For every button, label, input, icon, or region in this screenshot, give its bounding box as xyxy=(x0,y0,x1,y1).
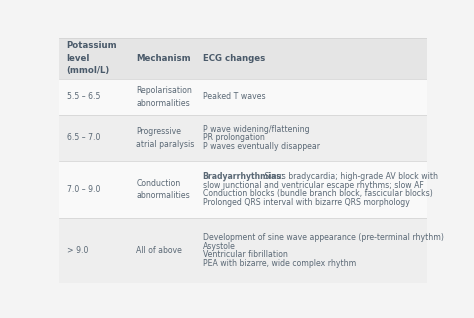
Text: Mechanism: Mechanism xyxy=(137,54,191,63)
Text: PEA with bizarre, wide complex rhythm: PEA with bizarre, wide complex rhythm xyxy=(202,259,356,268)
Text: Sinus bradycardia; high-grade AV block with: Sinus bradycardia; high-grade AV block w… xyxy=(262,172,438,181)
Text: slow junctional and ventricular escape rhythms; slow AF: slow junctional and ventricular escape r… xyxy=(202,181,423,190)
Text: Potassium
level
(mmol/L): Potassium level (mmol/L) xyxy=(66,41,117,75)
Text: All of above: All of above xyxy=(137,246,182,255)
Text: P waves eventually disappear: P waves eventually disappear xyxy=(202,142,319,151)
Bar xyxy=(59,115,427,161)
Text: Ventricular fibrillation: Ventricular fibrillation xyxy=(202,250,287,259)
Text: Prolonged QRS interval with bizarre QRS morphology: Prolonged QRS interval with bizarre QRS … xyxy=(202,198,410,207)
Bar xyxy=(59,79,427,115)
Text: Bradyarrhythmias:: Bradyarrhythmias: xyxy=(202,172,284,181)
Text: ECG changes: ECG changes xyxy=(202,54,265,63)
Text: PR prolongation: PR prolongation xyxy=(202,134,264,142)
Bar xyxy=(59,161,427,218)
Text: Conduction blocks (bundle branch block, fascicular blocks): Conduction blocks (bundle branch block, … xyxy=(202,189,432,198)
Text: Peaked T waves: Peaked T waves xyxy=(202,93,265,101)
Text: > 9.0: > 9.0 xyxy=(66,246,88,255)
Text: 5.5 – 6.5: 5.5 – 6.5 xyxy=(66,93,100,101)
Bar xyxy=(59,218,427,283)
Text: Conduction
abnormalities: Conduction abnormalities xyxy=(137,179,190,200)
Text: 7.0 – 9.0: 7.0 – 9.0 xyxy=(66,185,100,194)
Text: Development of sine wave appearance (pre-terminal rhythm): Development of sine wave appearance (pre… xyxy=(202,233,443,242)
Text: Asystole: Asystole xyxy=(202,242,236,251)
Bar xyxy=(59,38,427,79)
Text: 6.5 – 7.0: 6.5 – 7.0 xyxy=(66,134,100,142)
Text: P wave widening/flattening: P wave widening/flattening xyxy=(202,125,309,134)
Text: Repolarisation
abnormalities: Repolarisation abnormalities xyxy=(137,86,192,107)
Text: Progressive
atrial paralysis: Progressive atrial paralysis xyxy=(137,128,195,149)
